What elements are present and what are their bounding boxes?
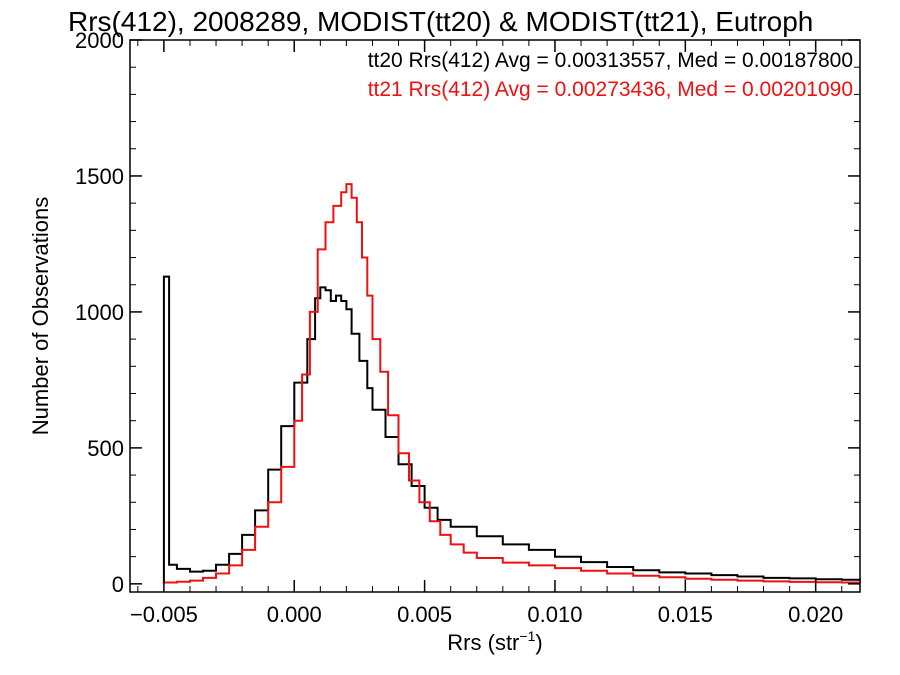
y-tick-label: 1000 (75, 300, 124, 325)
x-tick-label: 0.015 (658, 602, 713, 627)
x-axis-label-superscript: −1 (519, 628, 535, 644)
axis-ticks-layer: −0.005 0.000 0.005 0.010 0.015 0.020 0 500 1000 1… (75, 28, 860, 627)
plot-frame (129, 39, 861, 593)
x-axis-label: Rrs (str−1) (447, 628, 542, 655)
annotation-tt21: tt21 Rrs(412) Avg = 0.00273436, Med = 0.… (368, 78, 853, 101)
y-axis-label: Number of Observations (28, 197, 53, 435)
x-tick-label: 0.005 (397, 602, 452, 627)
x-tick-label: 0.010 (527, 602, 582, 627)
x-tick-label: −0.005 (130, 602, 198, 627)
y-tick-label: 2000 (75, 28, 124, 53)
y-tick-label: 0 (112, 572, 124, 597)
y-tick-label: 500 (87, 436, 124, 461)
x-tick-label: 0.020 (788, 602, 843, 627)
histogram-series-0 (162, 275, 861, 584)
x-tick-label: 0.000 (267, 602, 322, 627)
histogram-series-layer (162, 183, 861, 584)
chart-title: Rrs(412), 2008289, MODIST(tt20) & MODIST… (68, 6, 813, 37)
x-axis-label-base: Rrs (str (447, 630, 519, 655)
histogram-series-1 (162, 183, 861, 584)
annotation-tt20: tt20 Rrs(412) Avg = 0.00313557, Med = 0.… (368, 49, 853, 72)
y-tick-label: 1500 (75, 164, 124, 189)
x-axis-label-close: ) (535, 630, 542, 655)
